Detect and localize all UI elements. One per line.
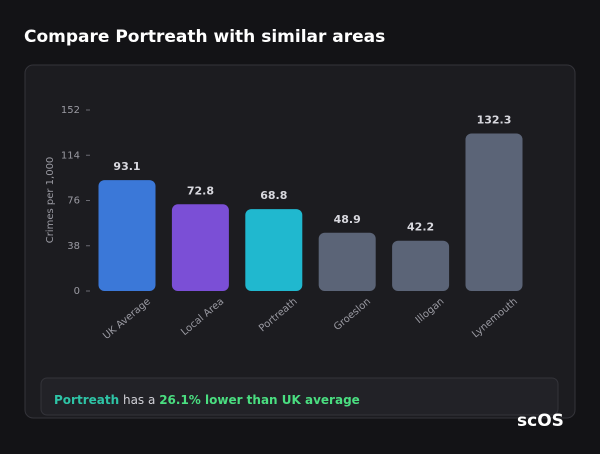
y-tick-label: 38	[67, 241, 80, 252]
bar	[465, 133, 523, 291]
bar	[318, 232, 376, 291]
y-tick-label: 114	[61, 150, 80, 161]
summary-highlight: 26.1% lower than UK average	[159, 393, 360, 407]
value-label: 93.1	[113, 160, 140, 173]
bar	[98, 180, 156, 291]
bar	[171, 204, 229, 291]
summary-box	[40, 377, 559, 416]
logo: scOS	[517, 411, 564, 431]
y-axis-label: Crimes per 1,000	[45, 157, 56, 244]
value-label: 42.2	[407, 221, 434, 234]
y-tick-label: 76	[67, 196, 80, 207]
bar	[245, 209, 303, 291]
y-tick-label: 0	[74, 286, 80, 297]
value-label: 132.3	[477, 113, 512, 126]
y-tick-label: 152	[61, 105, 80, 116]
value-label: 48.9	[334, 213, 361, 226]
summary-text: has a	[123, 393, 155, 407]
summary: Portreath has a 26.1% lower than UK aver…	[54, 393, 360, 407]
summary-area: Portreath	[54, 393, 119, 407]
value-label: 68.8	[260, 189, 287, 202]
page-title: Compare Portreath with similar areas	[24, 27, 385, 47]
bar	[392, 240, 450, 291]
value-label: 72.8	[187, 184, 214, 197]
